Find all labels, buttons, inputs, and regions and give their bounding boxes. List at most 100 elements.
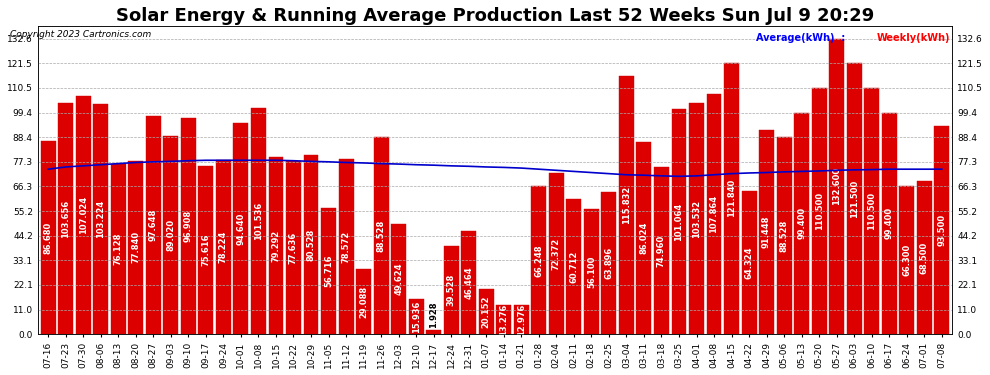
Text: 60.712: 60.712 xyxy=(569,250,578,283)
Bar xyxy=(496,304,511,334)
Bar xyxy=(216,160,231,334)
Text: 76.128: 76.128 xyxy=(114,233,123,266)
Text: 75.616: 75.616 xyxy=(201,234,211,266)
Text: 78.572: 78.572 xyxy=(342,231,350,263)
Text: 1.928: 1.928 xyxy=(430,301,439,328)
Bar xyxy=(479,289,494,334)
Text: 86.024: 86.024 xyxy=(640,222,648,255)
Bar xyxy=(882,112,897,334)
Text: 46.464: 46.464 xyxy=(464,266,473,298)
Text: 91.448: 91.448 xyxy=(762,216,771,248)
Text: 12.976: 12.976 xyxy=(517,303,526,336)
Text: 66.300: 66.300 xyxy=(902,244,911,276)
Text: 103.224: 103.224 xyxy=(96,200,105,238)
Text: 66.248: 66.248 xyxy=(535,244,544,277)
Bar xyxy=(198,166,213,334)
Text: 101.064: 101.064 xyxy=(674,202,683,241)
Text: 56.100: 56.100 xyxy=(587,255,596,288)
Bar xyxy=(846,63,861,334)
Text: Average(kWh)  :: Average(kWh) : xyxy=(756,33,845,43)
Bar xyxy=(129,160,144,334)
Bar xyxy=(356,269,371,334)
Text: 89.020: 89.020 xyxy=(166,219,175,251)
Bar xyxy=(461,231,476,334)
Bar xyxy=(671,109,686,334)
Bar xyxy=(935,126,949,334)
Bar xyxy=(724,63,739,334)
Text: 99.400: 99.400 xyxy=(885,207,894,239)
Bar xyxy=(899,186,914,334)
Text: 56.716: 56.716 xyxy=(324,255,333,287)
Text: 96.908: 96.908 xyxy=(184,210,193,242)
Text: 88.528: 88.528 xyxy=(376,219,386,252)
Text: 110.500: 110.500 xyxy=(815,192,824,230)
Bar xyxy=(93,104,108,334)
Bar xyxy=(339,159,353,334)
Bar xyxy=(812,88,827,334)
Bar xyxy=(532,186,546,334)
Bar xyxy=(514,305,529,334)
Bar xyxy=(111,165,126,334)
Bar xyxy=(391,224,406,334)
Text: 88.528: 88.528 xyxy=(779,219,789,252)
Text: 99.400: 99.400 xyxy=(797,207,806,239)
Text: 78.224: 78.224 xyxy=(219,231,228,263)
Bar xyxy=(58,103,73,334)
Text: 77.636: 77.636 xyxy=(289,231,298,264)
Text: 29.088: 29.088 xyxy=(359,286,368,318)
Text: 110.500: 110.500 xyxy=(867,192,876,230)
Text: Copyright 2023 Cartronics.com: Copyright 2023 Cartronics.com xyxy=(10,30,151,39)
Bar xyxy=(830,39,844,334)
Bar xyxy=(304,154,319,334)
Title: Solar Energy & Running Average Production Last 52 Weeks Sun Jul 9 20:29: Solar Energy & Running Average Productio… xyxy=(116,7,874,25)
Bar xyxy=(373,137,388,334)
Bar xyxy=(444,246,458,334)
Bar xyxy=(619,76,634,334)
Text: 80.528: 80.528 xyxy=(307,228,316,261)
Bar xyxy=(566,199,581,334)
Text: 77.840: 77.840 xyxy=(132,231,141,264)
Bar xyxy=(76,96,91,334)
Bar xyxy=(321,208,336,334)
Bar xyxy=(163,136,178,334)
Text: 68.500: 68.500 xyxy=(920,242,929,274)
Text: 74.960: 74.960 xyxy=(657,234,666,267)
Text: 103.656: 103.656 xyxy=(61,200,70,238)
Bar xyxy=(251,108,266,334)
Text: 79.292: 79.292 xyxy=(271,230,280,262)
Text: 39.528: 39.528 xyxy=(446,274,455,306)
Bar xyxy=(777,137,792,334)
Text: 121.840: 121.840 xyxy=(727,179,736,218)
Text: Weekly(kWh): Weekly(kWh) xyxy=(877,33,950,43)
Bar xyxy=(742,191,756,334)
Bar xyxy=(409,298,424,334)
Bar xyxy=(654,167,669,334)
Bar xyxy=(234,123,248,334)
Bar xyxy=(759,130,774,334)
Bar xyxy=(548,173,563,334)
Text: 115.832: 115.832 xyxy=(622,186,631,224)
Text: 13.276: 13.276 xyxy=(499,303,508,336)
Bar xyxy=(181,118,196,334)
Bar xyxy=(637,142,651,334)
Bar xyxy=(602,192,617,334)
Bar xyxy=(689,104,704,334)
Text: 93.500: 93.500 xyxy=(938,214,946,246)
Bar xyxy=(584,209,599,334)
Bar xyxy=(41,141,55,334)
Text: 64.324: 64.324 xyxy=(744,246,753,279)
Bar xyxy=(146,117,160,334)
Text: 121.500: 121.500 xyxy=(849,180,858,218)
Text: 49.624: 49.624 xyxy=(394,262,403,295)
Text: 101.536: 101.536 xyxy=(254,202,263,240)
Text: 94.640: 94.640 xyxy=(237,213,246,245)
Bar xyxy=(427,330,442,334)
Text: 15.936: 15.936 xyxy=(412,300,421,333)
Bar xyxy=(286,161,301,334)
Text: 63.896: 63.896 xyxy=(604,247,614,279)
Bar xyxy=(794,112,809,334)
Text: 20.152: 20.152 xyxy=(482,296,491,328)
Bar xyxy=(268,158,283,334)
Text: 107.864: 107.864 xyxy=(710,195,719,233)
Bar xyxy=(707,94,722,334)
